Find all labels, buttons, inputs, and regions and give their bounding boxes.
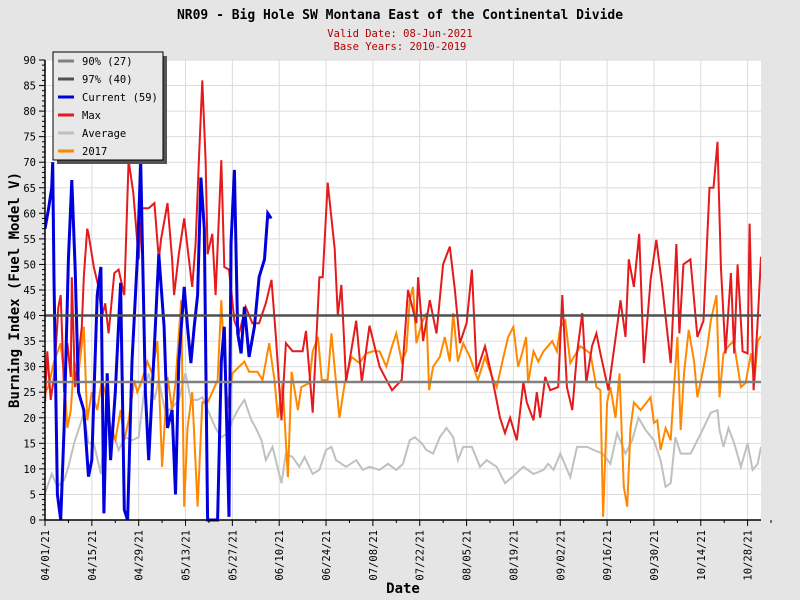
x-tick-label: 06/24/21	[321, 530, 333, 581]
x-tick-label: 04/01/21	[40, 530, 52, 581]
y-tick-label: 20	[23, 413, 36, 425]
y-tick-label: 85	[23, 81, 36, 93]
x-tick-label: 10/28/21	[743, 530, 755, 581]
y-tick-label: 40	[23, 311, 36, 323]
x-tick-label: 04/15/21	[87, 530, 99, 581]
legend-label: Current (59)	[82, 92, 158, 104]
x-tick-label: 05/13/21	[181, 530, 193, 581]
threshold-lines	[45, 314, 761, 384]
legend-label: 97% (40)	[82, 74, 133, 86]
legend-label: Max	[82, 110, 101, 122]
axes: 0 5 10 15 20 25 30 35 40 45 50 55 60 65 70 75 80 85 90 04/0…	[23, 55, 772, 581]
chart-title: NR09 - Big Hole SW Montana East of the C…	[177, 8, 623, 23]
y-tick-label: 30	[23, 362, 36, 374]
legend: 90% (27) 97% (40) Current (59) Max Average 20…	[52, 51, 167, 164]
valid-date-subtitle: Valid Date: 08-Jun-2021	[327, 28, 472, 40]
y-tick-label: 0	[30, 515, 36, 527]
legend-label: 90% (27)	[82, 56, 133, 68]
series-line-current-59	[45, 162, 273, 522]
y-tick-label: 70	[23, 157, 36, 169]
x-tick-label: 08/05/21	[462, 530, 474, 581]
x-axis-label: Date	[386, 581, 420, 597]
x-tick-label: 09/02/21	[555, 530, 567, 581]
y-tick-label: 10	[23, 464, 36, 476]
y-tick-label: 60	[23, 208, 36, 220]
legend-box	[52, 51, 164, 161]
legend-label: 2017	[82, 146, 107, 158]
y-tick-label: 25	[23, 387, 36, 399]
y-tick-label: 90	[23, 55, 36, 67]
series-line-2017	[45, 286, 761, 517]
x-tick-label: 09/16/21	[602, 530, 614, 581]
x-tick-label: 07/22/21	[415, 530, 427, 581]
x-tick-label: 05/27/21	[227, 530, 239, 581]
x-tick-label: 06/10/21	[274, 530, 286, 581]
x-tick-label: 09/30/21	[649, 530, 661, 581]
y-axis-label: Burning Index (Fuel Model V)	[7, 172, 23, 408]
y-tick-label: 35	[23, 336, 36, 348]
y-tick-label: 75	[23, 132, 36, 144]
x-tick-label: 08/19/21	[508, 530, 520, 581]
legend-label: Average	[82, 128, 126, 140]
y-tick-label: 55	[23, 234, 36, 246]
y-tick-label: 15	[23, 438, 36, 450]
y-tick-label: 45	[23, 285, 36, 297]
y-tick-label: 5	[30, 489, 36, 501]
x-tick-label: 04/29/21	[134, 530, 146, 581]
y-tick-label: 80	[23, 106, 36, 118]
y-tick-label: 65	[23, 183, 36, 195]
series-line-max	[45, 80, 761, 441]
x-tick-label: 10/14/21	[696, 530, 708, 581]
y-tick-label: 50	[23, 259, 36, 271]
base-years-subtitle: Base Years: 2010-2019	[334, 41, 467, 53]
x-tick-label: 07/08/21	[368, 530, 380, 581]
